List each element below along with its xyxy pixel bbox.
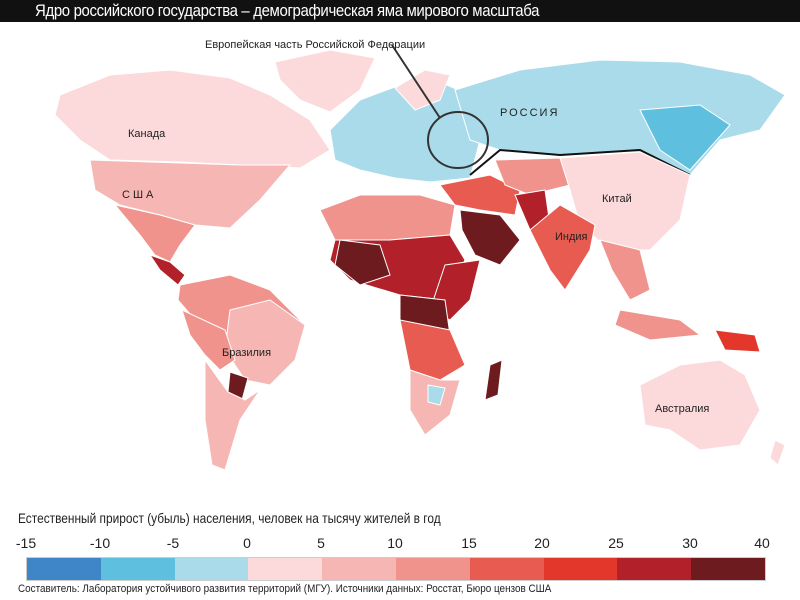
region-botswana <box>427 384 446 406</box>
legend-title: Естественный прирост (убыль) населения, … <box>18 510 441 526</box>
legend-tick: -5 <box>166 535 180 551</box>
legend-swatch <box>100 558 175 580</box>
label-china: Китай <box>602 193 632 205</box>
region-mexico <box>113 204 196 263</box>
legend-swatch <box>691 558 765 580</box>
region-north-africa <box>319 194 456 241</box>
legend-tick: 25 <box>608 535 624 551</box>
label-brazil: Бразилия <box>222 347 271 359</box>
label-usa: США <box>122 189 156 201</box>
label-canada: Канада <box>128 128 166 140</box>
region-southeast-asia <box>599 239 651 301</box>
european-russia-highlight <box>427 111 489 169</box>
label-india: Индия <box>555 231 588 243</box>
region-russia-border <box>469 148 691 176</box>
legend-swatch <box>27 558 101 580</box>
legend-tick: 0 <box>243 535 251 551</box>
legend-swatch <box>395 558 470 580</box>
legend-ticks: -15 -10 -5 0 5 10 15 20 25 30 40 <box>0 535 800 553</box>
region-central-america <box>148 254 186 286</box>
region-india <box>529 204 596 291</box>
legend-tick: 5 <box>317 535 325 551</box>
region-new-zealand <box>769 439 786 466</box>
legend-color-scale <box>26 557 766 581</box>
region-southern-cone <box>204 358 261 471</box>
region-europe <box>329 81 481 183</box>
legend-tick: 20 <box>534 535 550 551</box>
label-russia: РОССИЯ <box>500 107 559 119</box>
world-map: Европейская часть Российской Федерации К… <box>54 39 786 471</box>
legend-swatch <box>469 558 544 580</box>
legend-tick: 30 <box>682 535 698 551</box>
legend-swatch <box>322 558 396 580</box>
region-png <box>714 329 761 353</box>
region-arabia <box>459 209 521 266</box>
legend-tick: 40 <box>754 535 770 551</box>
label-australia: Австралия <box>655 403 709 415</box>
region-south-central-africa <box>399 319 466 381</box>
page-title: Ядро российского государства – демографи… <box>35 1 540 20</box>
callout-label: Европейская часть Российской Федерации <box>205 39 425 51</box>
legend-tick: -10 <box>89 535 111 551</box>
region-andes <box>181 309 236 371</box>
region-usa <box>89 159 292 229</box>
legend-tick: 15 <box>461 535 477 551</box>
region-greenland <box>274 49 376 113</box>
region-russia-east <box>639 104 731 171</box>
title-bar: Ядро российского государства – демографи… <box>0 0 800 22</box>
region-west-africa <box>334 239 391 286</box>
region-australia <box>639 359 761 451</box>
legend-swatch <box>617 558 692 580</box>
callout-line <box>391 44 441 119</box>
legend-swatch <box>174 558 249 580</box>
legend-tick: -15 <box>15 535 37 551</box>
credits: Составитель: Лаборатория устойчивого раз… <box>18 583 552 595</box>
legend-swatch <box>248 558 323 580</box>
legend-tick: 10 <box>387 535 403 551</box>
region-canada <box>54 69 331 169</box>
region-indonesia <box>614 309 702 341</box>
region-madagascar <box>484 359 503 401</box>
legend-swatch <box>543 558 618 580</box>
region-central-asia <box>494 157 571 196</box>
